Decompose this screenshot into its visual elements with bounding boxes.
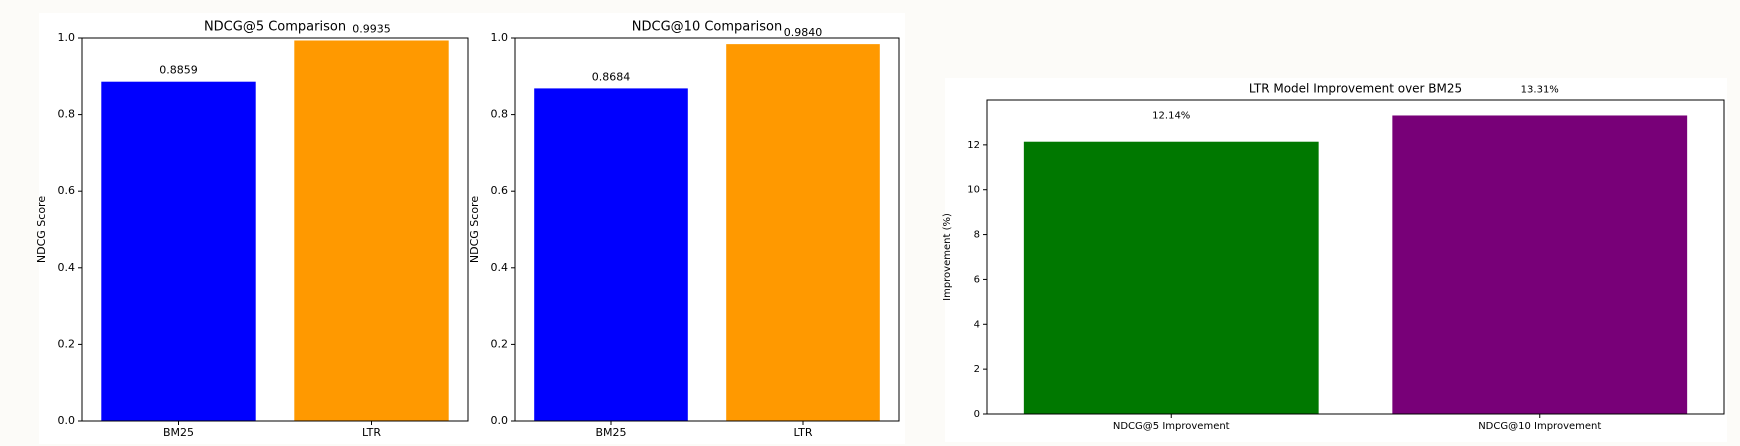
bar: [1392, 115, 1688, 415]
y-tick-label: 0.6: [58, 184, 76, 197]
y-tick-label: 0.8: [58, 108, 76, 121]
y-tick-label: 8: [974, 230, 980, 241]
y-axis-label: Improvement (%): [942, 213, 953, 301]
y-tick-label: 0.4: [58, 261, 76, 274]
value-label: 12.14%: [1152, 111, 1190, 122]
chart: NDCG@5 Comparison NDCG Score 0.0 0.2 0.4 0.6 0…: [35, 13, 488, 444]
y-tick-label: 0.2: [58, 337, 76, 350]
y-tick-label: 4: [974, 319, 980, 330]
chart: LTR Model Improvement over BM25 Improveme…: [942, 78, 1727, 442]
axes-frame: [986, 99, 1725, 415]
axes-frame: [514, 37, 900, 422]
value-label: 13.31%: [1521, 84, 1559, 95]
x-tick-label: BM25: [163, 426, 194, 439]
y-tick-label: 0.0: [491, 414, 509, 427]
chart-title: LTR Model Improvement over BM25: [1249, 82, 1462, 96]
x-tick-label: BM25: [595, 426, 626, 439]
chart-title: NDCG@5 Comparison: [204, 20, 346, 35]
y-axis-label: NDCG Score: [468, 196, 481, 263]
bar: [534, 88, 688, 421]
x-tick-label: NDCG@5 Improvement: [1113, 421, 1230, 432]
value-label: 0.9840: [784, 26, 823, 39]
bar: [101, 81, 256, 421]
value-label: 0.8684: [592, 70, 631, 83]
y-axis-label: NDCG Score: [35, 196, 48, 263]
y-tick-label: 0.8: [491, 108, 509, 121]
y-tick-label: 12: [967, 140, 980, 151]
y-tick-label: 0.4: [491, 261, 509, 274]
axes-frame: [81, 37, 469, 422]
y-tick-label: 6: [974, 274, 980, 285]
chart: NDCG@10 Comparison NDCG Score 0.0 0.2 0.4 0.6…: [468, 13, 905, 444]
y-tick-label: 2: [974, 364, 980, 375]
bar: [726, 44, 880, 422]
y-tick-label: 0.6: [491, 184, 509, 197]
y-tick-label: 10: [967, 185, 980, 196]
y-tick-label: 1.0: [491, 31, 509, 44]
bar: [1023, 141, 1319, 414]
y-tick-label: 0.0: [58, 414, 76, 427]
bar: [294, 40, 449, 421]
chart-title: NDCG@10 Comparison: [632, 20, 782, 35]
y-tick-label: 1.0: [58, 31, 76, 44]
y-tick-label: 0: [974, 409, 980, 420]
value-label: 0.9935: [352, 22, 391, 35]
y-tick-label: 0.2: [491, 337, 509, 350]
x-tick-label: LTR: [362, 426, 381, 439]
x-tick-label: NDCG@10 Improvement: [1478, 421, 1601, 432]
value-label: 0.8859: [159, 64, 198, 77]
x-tick-label: LTR: [794, 426, 813, 439]
